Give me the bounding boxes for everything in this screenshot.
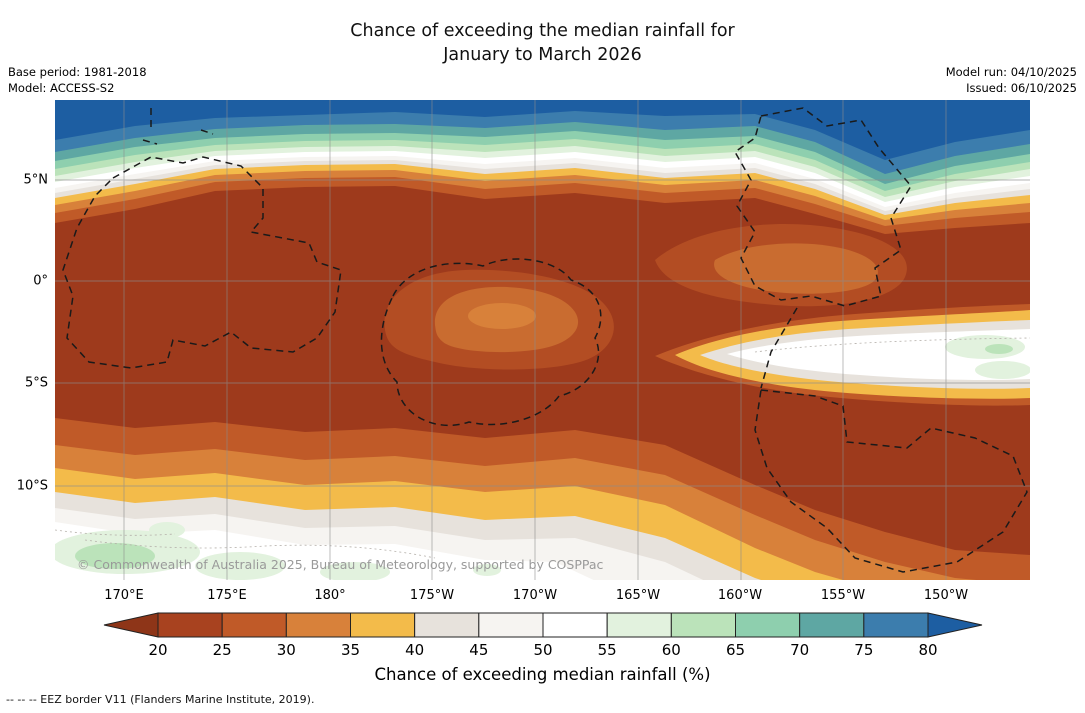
map-gridlines [55,100,1030,580]
lat-tick: 5°N [23,172,49,188]
lat-tick: 10°S [16,478,48,494]
center-low-pocket [384,269,614,370]
lon-tick: 160°W [717,588,763,603]
model-run-date: Model run: 04/10/2025 [945,65,1077,79]
issued-date: Issued: 06/10/2025 [966,80,1077,95]
lon-tick: 165°W [615,588,661,603]
contour-map-canvas: © Commonwealth of Australia 2025, Bureau… [50,100,1031,600]
colorbar-tick: 75 [854,641,874,659]
title-line-2: January to March 2026 [443,44,642,65]
run-info: Model run: 04/10/2025 Issued: 06/10/2025 [946,65,1077,96]
page-title: Chance of exceeding the median rainfall … [0,20,1085,67]
colorbar-tick: 40 [405,641,425,659]
north-bands [55,100,1030,234]
colorbar-tick: 45 [469,641,489,659]
colorbar-right-arrow [927,612,983,638]
colorbar-tick: 35 [340,641,361,659]
lon-tick: 175°E [207,588,247,603]
minor-contours [54,337,1031,559]
model-info: Base period: 1981-2018 Model: ACCESS-S2 [8,65,147,96]
colorbar-tick: 70 [790,641,810,659]
eez-borders [62,107,1028,573]
title-line-1: Chance of exceeding the median rainfall … [350,21,735,41]
south-bands [50,418,1030,600]
lon-tick: 170°E [104,588,144,603]
colorbar-tick: 55 [597,641,617,659]
lon-tick: 155°W [820,588,866,603]
colorbar-tick: 20 [148,641,168,659]
copyright-watermark: © Commonwealth of Australia 2025, Bureau… [77,557,603,572]
colorbar-ticks: 20 25 30 35 40 45 50 55 60 65 70 75 80 [103,641,983,661]
colorbar-label: Chance of exceeding median rainfall (%) [374,665,711,684]
lat-tick: 0° [33,273,48,289]
base-period: Base period: 1981-2018 [8,65,147,79]
colorbar-segments [157,612,929,638]
colorbar-tick: 30 [276,641,296,659]
lat-tick: 5°S [24,375,48,391]
rainfall-probability-map: © Commonwealth of Australia 2025, Bureau… [50,100,1031,600]
lon-tick: 180° [314,588,346,603]
colorbar-tick: 65 [725,641,746,659]
colorbar [103,612,983,638]
model-name: Model: ACCESS-S2 [8,80,115,95]
colorbar-tick: 80 [918,641,938,659]
lon-tick: 170°W [512,588,558,603]
lon-tick: 150°W [923,588,969,603]
colorbar-left-arrow [103,612,159,638]
colorbar-tick: 50 [533,641,553,659]
eez-footnote: -- -- -- EEZ border V11 (Flanders Marine… [6,693,315,706]
lon-tick: 175°W [409,588,455,603]
right-white-wedge [655,304,1031,406]
colorbar-tick: 60 [661,641,681,659]
colorbar-tick: 25 [212,641,232,659]
